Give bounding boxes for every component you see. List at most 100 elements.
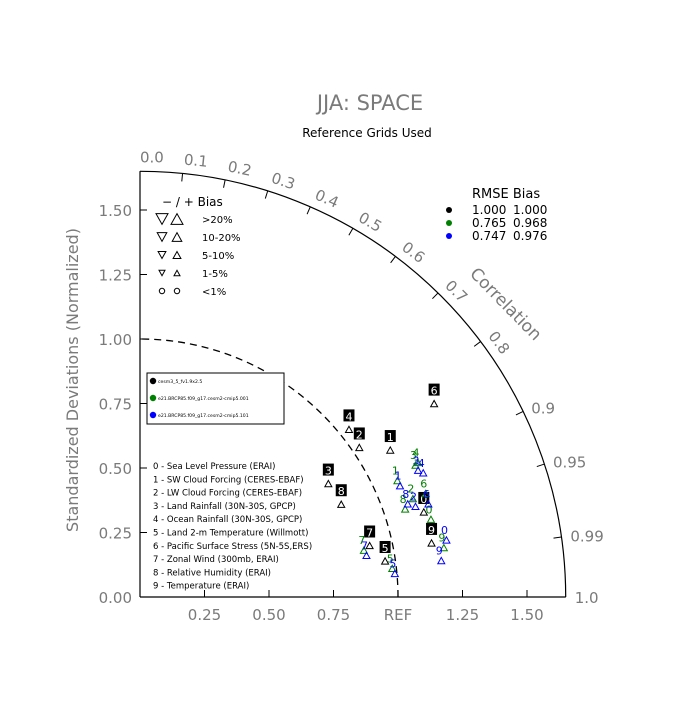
ref-label: REF: [384, 606, 413, 624]
bias-marker: [385, 445, 395, 454]
data-point-id: 7: [358, 534, 365, 547]
bias-marker: [413, 458, 423, 467]
x-tick-label: 0.25: [188, 606, 221, 624]
data-point-label-box: [343, 409, 355, 422]
rmse-table-header: RMSE Bias: [472, 187, 540, 202]
bias-legend-label: 10-20%: [202, 233, 241, 244]
bias-down-triangle-marker: [156, 232, 168, 243]
rmse-color-dot: [446, 233, 452, 239]
y-axis-label: Standardized Deviations (Normalized): [63, 228, 82, 532]
y-tick-label: 1.00: [99, 331, 132, 349]
bias-marker: [421, 489, 431, 498]
variable-legend-item: 2 - LW Cloud Forcing (CERES-EBAF): [153, 489, 302, 499]
bias-value: 0.976: [513, 229, 547, 243]
y-tick-label: 0.75: [99, 396, 132, 414]
bias-up-triangle-marker: [170, 212, 184, 225]
data-point-id: 0: [441, 524, 448, 537]
y-tick-label: 1.25: [99, 267, 132, 285]
case-legend-dot: [149, 394, 157, 402]
x-tick-label: 1.25: [446, 606, 479, 624]
case-legend-dot: [149, 377, 157, 385]
bias-marker: [344, 425, 354, 434]
case-legend-label: e21.BRCP85.f09_g17.cesm2-cmip5.001: [158, 396, 249, 402]
corr-tick: [432, 292, 439, 300]
chart-subtitle: Reference Grids Used: [302, 126, 432, 140]
bias-marker: [387, 564, 397, 572]
data-point-id: 1: [387, 431, 394, 444]
bias-marker: [419, 507, 429, 516]
data-point-label-box: [379, 540, 391, 553]
variable-legend-item: 3 - Land Rainfall (30N-30S, GPCP): [153, 502, 296, 512]
data-point-id: 6: [423, 488, 430, 501]
data-point-id: 1: [395, 470, 402, 483]
rmse-value: 1.000: [472, 203, 506, 217]
bias-marker: [439, 543, 449, 552]
variable-legend-item: 8 - Relative Humidity (ERAI): [153, 568, 271, 578]
rmse-color-dot: [446, 220, 452, 226]
data-point-id: 0: [425, 503, 432, 516]
data-point-label-box: [364, 525, 376, 538]
data-point-id: 6: [420, 477, 427, 490]
bias-marker: [426, 515, 436, 523]
case-legend-dot: [149, 411, 157, 419]
data-point-id: 9: [428, 524, 435, 537]
corr-tick: [390, 256, 396, 264]
corr-tick: [223, 179, 226, 188]
data-point-id: 5: [387, 552, 394, 565]
bias-down-triangle-marker: [158, 269, 166, 277]
chart-title: JJA: SPACE: [315, 91, 423, 115]
bias-marker: [359, 546, 369, 554]
bias-marker: [354, 443, 364, 452]
data-point-id: 4: [413, 447, 420, 460]
bias-marker: [393, 476, 402, 485]
bias-marker: [429, 399, 439, 408]
data-point-label-box: [353, 427, 365, 440]
corr-tick: [306, 206, 311, 215]
outer-correlation-arc: [139, 170, 567, 598]
data-point-label-box: [428, 383, 440, 396]
data-point-id: 2: [407, 483, 414, 496]
corr-tick-label: 0.9: [531, 400, 555, 418]
corr-tick: [553, 536, 562, 539]
data-point-label-box: [384, 430, 396, 443]
corr-tick-label: 0.0: [140, 148, 164, 166]
corr-tick: [515, 410, 524, 416]
data-point-label-box: [335, 484, 347, 497]
y-tick-label: 1.50: [99, 202, 132, 220]
bias-marker: [411, 502, 420, 511]
corr-tick: [181, 173, 184, 182]
rmse-value: 0.747: [472, 229, 506, 243]
data-point-id: 6: [431, 385, 438, 398]
bias-marker: [390, 569, 400, 578]
corr-tick-label: 0.99: [570, 528, 603, 546]
data-point-id: 5: [389, 557, 396, 570]
bias-circle-marker: [158, 287, 166, 295]
variable-legend-item: 1 - SW Cloud Forcing (CERES-EBAF): [153, 475, 304, 485]
data-point-id: 9: [438, 532, 445, 545]
corr-tick: [264, 190, 269, 199]
variable-legend-item: 4 - Ocean Rainfall (30N-30S, GPCP): [153, 515, 302, 525]
bias-down-triangle-marker: [155, 213, 169, 226]
bias-legend-label: <1%: [202, 287, 226, 298]
variable-legend-item: 9 - Temperature (ERAI): [153, 582, 249, 592]
data-point-id: 3: [325, 465, 332, 478]
bias-marker: [424, 499, 433, 508]
bias-marker: [395, 481, 405, 490]
rmse-color-dot: [446, 207, 452, 213]
bias-marker: [408, 494, 418, 503]
corr-tick-label: 0.1: [183, 151, 209, 171]
bias-up-triangle-marker: [172, 250, 182, 260]
data-point-id: 2: [410, 490, 417, 503]
data-point-label-box: [418, 491, 430, 504]
data-point-id: 8: [400, 493, 407, 506]
bias-marker: [411, 460, 420, 469]
data-point-id: 5: [382, 542, 389, 555]
x-tick-label: 0.50: [252, 606, 285, 624]
case-legend-label: e21.BRCP85.f09_g17.cesm2-cmip5.101: [158, 413, 249, 419]
variable-legend-item: 7 - Zonal Wind (300mb, ERAI): [153, 555, 279, 565]
x-tick-label: 0.75: [317, 606, 350, 624]
bias-legend-label: >20%: [202, 215, 233, 226]
corr-tick: [536, 463, 545, 468]
